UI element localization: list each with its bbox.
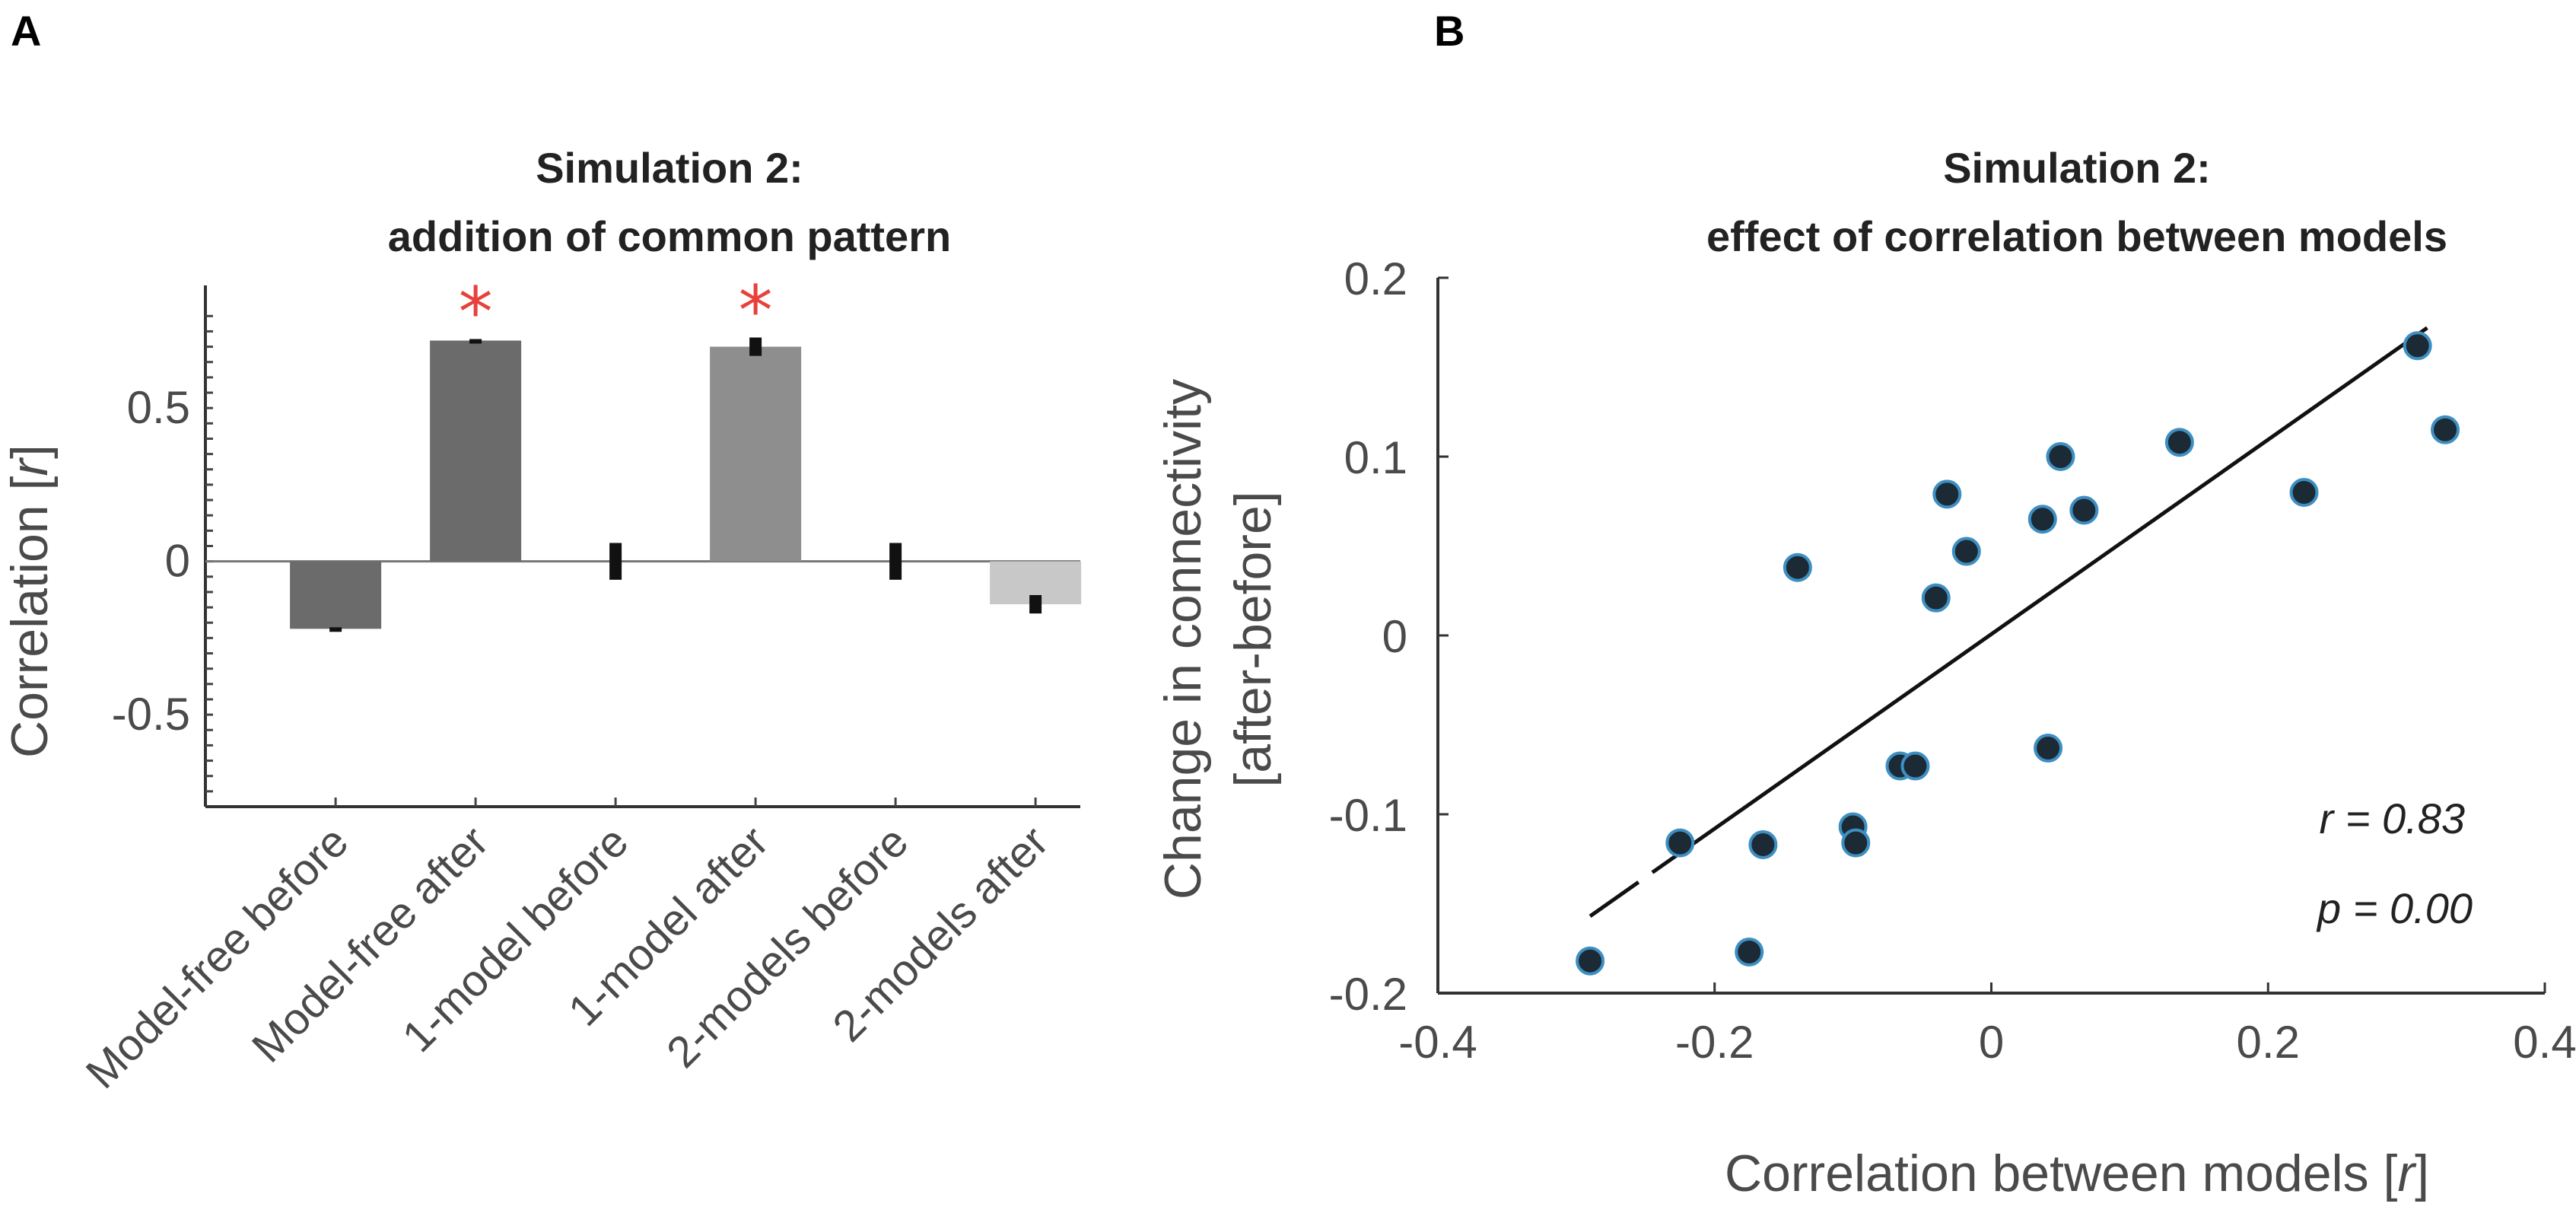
error-bar-3	[609, 543, 622, 580]
scatter-chart-ticks: -0.2-0.100.10.2-0.4 -0.2 0 0.2 0.4	[1329, 253, 2576, 1068]
scatter-point	[1951, 537, 1981, 566]
scatter-chart-title-line2: effect of correlation between models	[1706, 212, 2447, 260]
scatter-x-tick-label: -0.4	[1398, 1017, 1477, 1068]
bar-chart-bars	[290, 340, 1082, 629]
significance-star: *	[459, 273, 493, 353]
scatter-point	[2046, 442, 2075, 471]
scatter-y-tick-label: -0.2	[1329, 969, 1407, 1020]
scatter-x-tick-label: 0.2	[2237, 1017, 2300, 1068]
bar-chart-axes	[204, 285, 1080, 808]
bar-chart-y-tick-label: 0.5	[127, 382, 190, 433]
scatter-point	[1665, 828, 1695, 858]
bar-1	[290, 561, 382, 629]
scatter-point	[1735, 937, 1764, 966]
scatter-y-tick-label: -0.1	[1329, 790, 1407, 841]
scatter-chart: Simulation 2: effect of correlation betw…	[1154, 144, 2576, 1202]
scatter-point	[1932, 479, 1962, 509]
scatter-point	[2027, 505, 2057, 534]
error-bar-5	[889, 543, 902, 580]
scatter-chart-y-label-line2: [after-before]	[1224, 491, 1282, 787]
bar-2	[430, 340, 522, 562]
bar-chart-significance: * *	[459, 272, 773, 353]
bar-chart-y-label: Correlation [r]	[1, 444, 59, 758]
scatter-chart-points	[1576, 331, 2460, 976]
error-bar-2	[469, 339, 482, 344]
category-label: Model-free before	[77, 817, 358, 1098]
scatter-y-tick-label: 0.1	[1344, 432, 1407, 483]
bar-4	[710, 346, 802, 562]
scatter-point	[1900, 751, 1930, 781]
scatter-chart-y-label-line1: Change in connectivity	[1154, 379, 1212, 900]
scatter-point	[2034, 734, 2063, 763]
scatter-point	[1576, 946, 1605, 976]
scatter-point	[2069, 495, 2099, 525]
scatter-point	[1921, 583, 1951, 613]
fit-line-segment	[1589, 880, 1640, 918]
significance-star: *	[739, 272, 773, 352]
bar-chart-y-ticks: -0.5 0 0.5	[112, 382, 190, 740]
error-bar-1	[329, 627, 342, 632]
correlation-p-text: p = 0.00	[2316, 884, 2473, 932]
error-bar-4	[749, 337, 762, 356]
scatter-chart-title-line1: Simulation 2:	[1943, 144, 2211, 192]
scatter-point	[1783, 552, 1812, 582]
scatter-point	[2431, 415, 2460, 444]
bar-chart-y-tick-label: -0.5	[112, 689, 190, 740]
fit-line-segment	[1651, 326, 2428, 874]
correlation-r-text: r = 0.83	[2320, 794, 2465, 842]
scatter-x-tick-label: 0	[1979, 1017, 2004, 1068]
scatter-x-tick-label: -0.2	[1675, 1017, 1754, 1068]
category-label: Model-free after	[243, 817, 498, 1071]
scatter-point	[2164, 428, 2194, 457]
scatter-point	[2289, 478, 2319, 507]
panel-label-a: A	[11, 7, 41, 55]
bar-chart-title-line2: addition of common pattern	[388, 212, 951, 260]
bar-chart-error-bars	[329, 337, 1042, 632]
bar-chart-title-line1: Simulation 2:	[536, 144, 803, 192]
scatter-chart-x-label: Correlation between models [r]	[1725, 1145, 2429, 1202]
panel-label-b: B	[1434, 7, 1465, 55]
bar-chart: Simulation 2: addition of common pattern…	[1, 144, 1082, 1098]
scatter-point	[1841, 828, 1871, 858]
scatter-chart-fit-line	[1589, 326, 2428, 918]
error-bar-6	[1029, 594, 1042, 614]
scatter-point	[1748, 829, 1778, 859]
category-label: 2-models before	[657, 817, 918, 1077]
scatter-y-tick-label: 0.2	[1344, 253, 1407, 304]
scatter-x-tick-label: 0.4	[2513, 1017, 2576, 1068]
scatter-point	[2403, 331, 2432, 361]
scatter-y-tick-label: 0	[1382, 611, 1407, 662]
bar-chart-y-tick-label: 0	[165, 536, 190, 587]
